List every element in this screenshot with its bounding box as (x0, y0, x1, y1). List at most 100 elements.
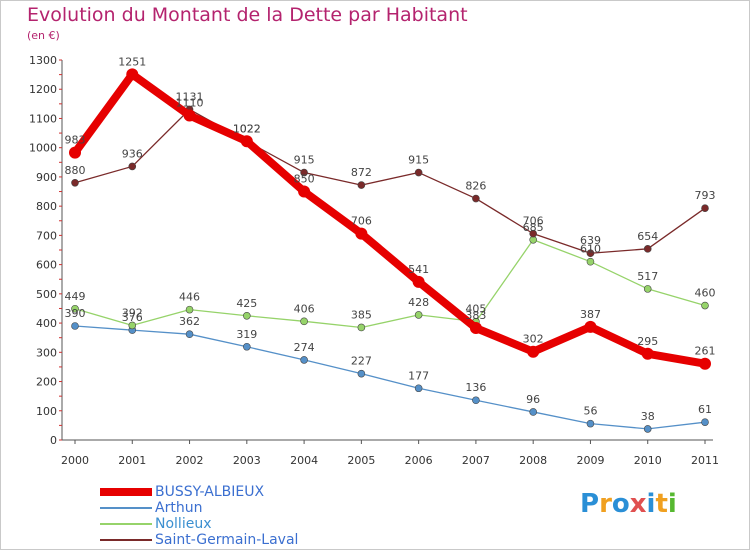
data-point (643, 425, 652, 433)
data-label: 1022 (233, 122, 261, 135)
series-line-saint-germain-laval (74, 108, 706, 254)
logo-letter: P (580, 489, 600, 519)
data-label: 302 (523, 333, 544, 346)
data-label: 517 (637, 270, 658, 283)
data-label: 826 (465, 180, 486, 193)
data-point (357, 181, 366, 189)
data-point (243, 342, 251, 351)
data-point (355, 227, 368, 240)
series-line-nollieux (74, 239, 706, 329)
data-label: 915 (408, 154, 429, 167)
data-label: 1251 (118, 55, 146, 68)
y-tick-label: 100 (36, 405, 57, 418)
x-tick-label: 2000 (61, 454, 89, 467)
data-label: 274 (294, 341, 315, 354)
data-label: 387 (580, 308, 601, 321)
data-label: 793 (695, 189, 716, 202)
data-label: 880 (65, 164, 86, 177)
data-label: 362 (179, 315, 200, 328)
data-point (586, 249, 595, 258)
series-line-arthun (74, 325, 706, 430)
y-tick-label: 300 (36, 346, 57, 359)
x-tick-label: 2005 (347, 454, 375, 467)
data-label: 136 (465, 381, 486, 394)
x-tick-label: 2004 (290, 454, 318, 467)
y-tick-label: 600 (36, 259, 57, 272)
x-tick-label: 2009 (576, 454, 604, 467)
data-point (586, 419, 595, 428)
data-label: 850 (294, 173, 315, 186)
data-point (298, 185, 311, 198)
series-line-bussy-albieux (71, 70, 709, 368)
x-tick-label: 2010 (634, 454, 662, 467)
data-point (414, 384, 423, 393)
data-label: 295 (637, 335, 658, 348)
logo-letter: x (629, 489, 647, 519)
data-point (185, 330, 194, 338)
data-point (414, 168, 423, 177)
legend-swatch (100, 539, 152, 541)
data-point (586, 257, 595, 266)
data-label: 446 (179, 291, 200, 304)
data-point (71, 322, 79, 330)
x-tick-label: 2008 (519, 454, 547, 467)
y-tick-label: 1200 (29, 83, 57, 96)
data-label: 261 (695, 345, 716, 358)
y-tick-label: 700 (36, 229, 57, 242)
data-label: 872 (351, 166, 372, 179)
data-label: 38 (641, 410, 655, 423)
data-point (529, 229, 537, 238)
proxiti-logo: Proxiti (580, 489, 677, 519)
data-point (357, 369, 366, 378)
x-tick-label: 2007 (462, 454, 490, 467)
data-label: 56 (583, 405, 597, 418)
data-label: 460 (695, 287, 716, 300)
data-point (126, 68, 139, 81)
data-label: 61 (698, 403, 712, 416)
data-label: 983 (65, 134, 86, 147)
data-point (300, 168, 308, 177)
data-point (71, 304, 79, 313)
data-point (185, 305, 194, 314)
legend-label: Nollieux (155, 516, 212, 532)
chart-unit-label: (en €) (27, 29, 60, 42)
data-point (71, 178, 79, 187)
data-label: 428 (408, 296, 429, 309)
data-point (643, 245, 652, 253)
y-tick-label: 400 (36, 317, 57, 330)
line-chart: 0 100 200 300 400 500 600 700 800 900 1000 1100 1200… (29, 54, 719, 467)
data-label: 654 (637, 230, 658, 243)
data-point (469, 322, 482, 335)
data-label: 610 (580, 243, 601, 256)
y-tick-label: 800 (36, 200, 57, 213)
data-point (701, 418, 709, 426)
data-point (69, 146, 81, 159)
data-point (699, 357, 711, 370)
chart-title: Evolution du Montant de la Dette par Hab… (27, 4, 468, 26)
data-label: 319 (236, 328, 257, 341)
legend-swatch (100, 523, 152, 525)
x-tick-label: 2011 (691, 454, 719, 467)
data-label: 1131 (176, 90, 204, 103)
data-label: 639 (580, 234, 601, 247)
legend-swatch (100, 507, 152, 509)
data-point (183, 109, 196, 122)
y-tick-label: 500 (36, 288, 57, 301)
data-point (357, 323, 366, 332)
data-point (701, 301, 709, 310)
data-label: 385 (351, 308, 372, 321)
data-point (128, 321, 137, 330)
y-tick-label: 1300 (29, 54, 57, 67)
data-label: 1022 (233, 122, 261, 135)
y-tick-label: 900 (36, 171, 57, 184)
data-point (300, 356, 308, 364)
logo-letter: i (667, 489, 677, 519)
legend-label: Arthun (155, 500, 203, 516)
data-label: 425 (236, 297, 257, 310)
data-point (641, 347, 654, 360)
data-label: 383 (465, 309, 486, 322)
data-label: 390 (65, 307, 86, 320)
data-point (527, 345, 540, 358)
data-point (643, 285, 652, 293)
